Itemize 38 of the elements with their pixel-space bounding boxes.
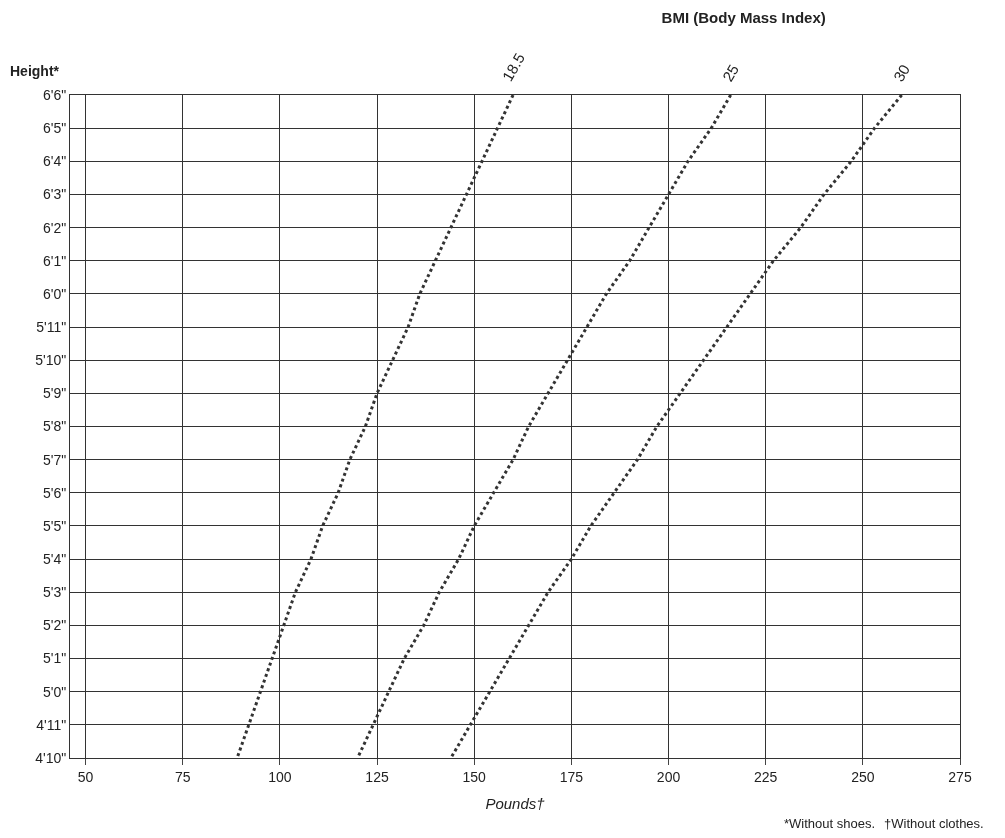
y-tick-label: 5'8" (42, 418, 67, 435)
text: 25 (718, 61, 742, 85)
x-tick-label: 175 (559, 768, 584, 785)
x-tick-label: 275 (948, 768, 972, 785)
x-axis-title: Pounds† (485, 794, 546, 812)
y-tick-label: 6'0" (42, 285, 67, 302)
x-tick-label: 150 (462, 768, 487, 785)
y-axis-title: Height* (10, 63, 60, 79)
x-tick-label: 50 (77, 768, 94, 785)
x-tick-label: 225 (754, 768, 778, 785)
y-tick-label: 5'10" (35, 352, 67, 369)
y-tick-label: 6'6" (42, 86, 67, 103)
y-tick-label: 6'5" (42, 120, 67, 137)
y-tick-label: 5'6" (42, 484, 67, 501)
x-tick-label: 200 (656, 768, 681, 785)
y-tick-label: 5'3" (42, 584, 67, 601)
y-tick-label: 4'10" (35, 749, 67, 766)
y-tick-label: 5'11" (36, 318, 67, 335)
x-tick-label: 75 (174, 768, 191, 785)
y-tick-label: 6'4" (42, 153, 67, 170)
text: *Without shoes. (784, 816, 876, 831)
x-tick-label: 100 (268, 768, 292, 785)
text: †Without clothes. (884, 816, 984, 831)
y-tick-label: 5'1" (42, 650, 67, 667)
y-tick-label: 5'2" (42, 617, 67, 634)
x-tick-label: 125 (365, 768, 389, 785)
y-tick-label: 6'1" (42, 252, 67, 269)
y-tick-label: 5'0" (42, 683, 67, 700)
x-tick-label: 250 (851, 768, 875, 785)
chart-title: BMI (Body Mass Index) (661, 9, 826, 27)
y-tick-label: 5'4" (42, 551, 67, 567)
y-tick-label: 4'11" (36, 716, 67, 733)
y-tick-label: 6'2" (42, 219, 67, 236)
y-tick-label: 5'9" (42, 385, 67, 402)
y-tick-label: 5'5" (42, 517, 67, 534)
text: 30 (889, 61, 913, 85)
y-tick-label: 5'7" (42, 451, 67, 468)
y-tick-label: 6'3" (42, 186, 67, 203)
